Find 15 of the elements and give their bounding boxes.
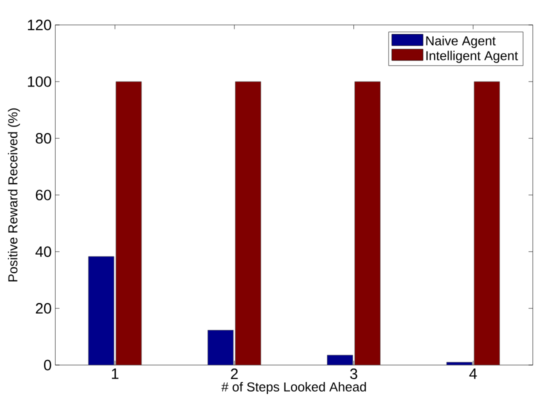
y-tick-label: 0 (44, 360, 52, 371)
y-axis-title: Positive Reward Received (%) (8, 108, 20, 282)
y-tick-label: 100 (28, 76, 52, 88)
x-axis-title: # of Steps Looked Ahead (221, 382, 366, 394)
x-tick-label: 1 (112, 368, 118, 380)
x-tick-label: 3 (350, 368, 358, 380)
legend-label: Intelligent Agent (426, 50, 518, 64)
y-tick-label: 80 (36, 133, 52, 144)
y-tick-label: 40 (35, 246, 52, 258)
x-tick-label: 4 (469, 368, 477, 380)
y-tick-label: 120 (28, 20, 52, 30)
legend-label: Naive Agent (426, 36, 496, 48)
x-tick-label: 2 (230, 368, 238, 380)
y-tick-label: 20 (36, 303, 52, 314)
y-tick-label: 60 (36, 190, 52, 200)
